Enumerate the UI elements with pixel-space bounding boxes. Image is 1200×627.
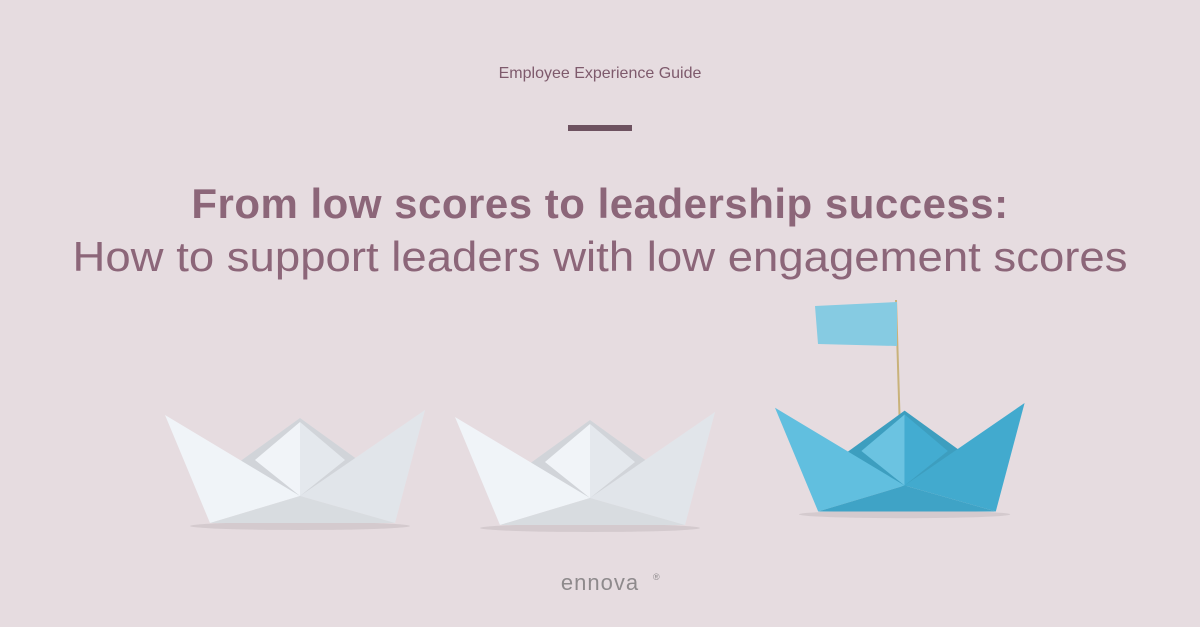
flag [815,299,901,433]
divider [568,125,632,131]
paper-boat [455,412,715,532]
paper-boat [165,410,425,530]
logo-mark: ® [653,572,660,582]
eyebrow: Employee Experience Guide [499,65,702,82]
title-line-1: From low scores to leadership success: [191,180,1008,227]
logo: ennova [561,570,639,595]
paper-boat-blue [775,403,1025,519]
title-line-2: How to support leaders with low engageme… [73,233,1128,280]
